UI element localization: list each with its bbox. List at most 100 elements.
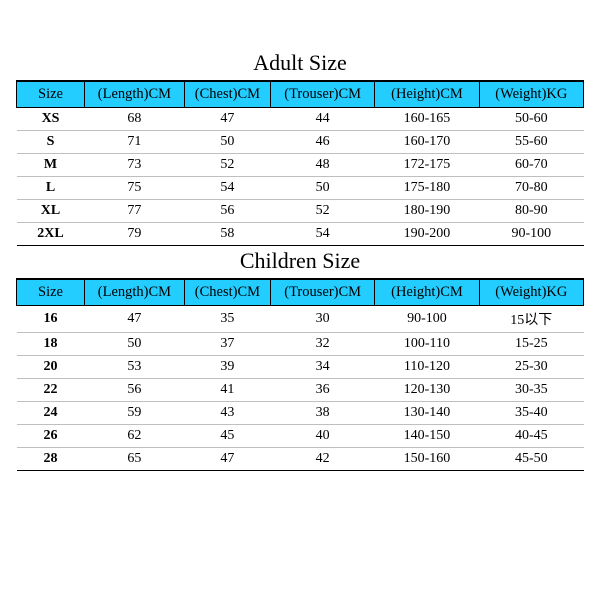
cell-value: 47 <box>184 448 270 471</box>
cell-size: 18 <box>17 333 85 356</box>
cell-value: 160-165 <box>375 108 479 131</box>
cell-value: 90-100 <box>479 223 583 246</box>
cell-value: 50 <box>184 131 270 154</box>
cell-value: 56 <box>85 379 185 402</box>
cell-value: 38 <box>270 402 374 425</box>
table-row: S715046160-17055-60 <box>17 131 584 154</box>
children-section-title: Children Size <box>16 246 584 279</box>
cell-value: 50-60 <box>479 108 583 131</box>
cell-value: 80-90 <box>479 200 583 223</box>
cell-value: 90-100 <box>375 306 479 333</box>
cell-value: 25-30 <box>479 356 583 379</box>
cell-value: 73 <box>85 154 185 177</box>
cell-value: 190-200 <box>375 223 479 246</box>
table-row: 26624540140-15040-45 <box>17 425 584 448</box>
cell-value: 150-160 <box>375 448 479 471</box>
cell-value: 35 <box>184 306 270 333</box>
col-header-weight: (Weight)KG <box>479 82 583 108</box>
col-header-size: Size <box>17 280 85 306</box>
cell-value: 52 <box>184 154 270 177</box>
cell-size: 16 <box>17 306 85 333</box>
table-header-row: Size (Length)CM (Chest)CM (Trouser)CM (H… <box>17 280 584 306</box>
cell-value: 43 <box>184 402 270 425</box>
cell-size: 20 <box>17 356 85 379</box>
cell-value: 130-140 <box>375 402 479 425</box>
cell-value: 65 <box>85 448 185 471</box>
cell-size: XL <box>17 200 85 223</box>
table-header-row: Size (Length)CM (Chest)CM (Trouser)CM (H… <box>17 82 584 108</box>
table-row: 24594338130-14035-40 <box>17 402 584 425</box>
cell-value: 180-190 <box>375 200 479 223</box>
cell-value: 39 <box>184 356 270 379</box>
cell-value: 52 <box>270 200 374 223</box>
cell-value: 60-70 <box>479 154 583 177</box>
cell-value: 160-170 <box>375 131 479 154</box>
col-header-size: Size <box>17 82 85 108</box>
cell-value: 175-180 <box>375 177 479 200</box>
table-row: XL775652180-19080-90 <box>17 200 584 223</box>
cell-value: 15-25 <box>479 333 583 356</box>
cell-value: 50 <box>270 177 374 200</box>
cell-value: 140-150 <box>375 425 479 448</box>
table-row: 20533934110-12025-30 <box>17 356 584 379</box>
table-row: 1647353090-10015以下 <box>17 306 584 333</box>
cell-value: 30 <box>270 306 374 333</box>
cell-value: 47 <box>85 306 185 333</box>
cell-value: 56 <box>184 200 270 223</box>
children-table-body: 1647353090-10015以下18503732100-11015-2520… <box>17 306 584 471</box>
adult-table-body: XS684744160-16550-60S715046160-17055-60M… <box>17 108 584 246</box>
children-size-table: Size (Length)CM (Chest)CM (Trouser)CM (H… <box>16 279 584 471</box>
cell-value: 77 <box>85 200 185 223</box>
table-row: 28654742150-16045-50 <box>17 448 584 471</box>
cell-value: 37 <box>184 333 270 356</box>
cell-value: 44 <box>270 108 374 131</box>
cell-value: 34 <box>270 356 374 379</box>
cell-value: 70-80 <box>479 177 583 200</box>
cell-value: 48 <box>270 154 374 177</box>
cell-value: 100-110 <box>375 333 479 356</box>
col-header-height: (Height)CM <box>375 82 479 108</box>
cell-value: 79 <box>85 223 185 246</box>
adult-section-title: Adult Size <box>16 48 584 81</box>
cell-value: 71 <box>85 131 185 154</box>
cell-value: 45 <box>184 425 270 448</box>
col-header-length: (Length)CM <box>85 82 185 108</box>
cell-value: 50 <box>85 333 185 356</box>
col-header-height: (Height)CM <box>375 280 479 306</box>
cell-size: 28 <box>17 448 85 471</box>
cell-size: 2XL <box>17 223 85 246</box>
cell-value: 54 <box>184 177 270 200</box>
cell-value: 42 <box>270 448 374 471</box>
cell-value: 59 <box>85 402 185 425</box>
col-header-chest: (Chest)CM <box>184 280 270 306</box>
cell-value: 30-35 <box>479 379 583 402</box>
cell-size: XS <box>17 108 85 131</box>
col-header-chest: (Chest)CM <box>184 82 270 108</box>
cell-value: 40-45 <box>479 425 583 448</box>
cell-size: 22 <box>17 379 85 402</box>
adult-size-table: Size (Length)CM (Chest)CM (Trouser)CM (H… <box>16 81 584 246</box>
table-row: M735248172-17560-70 <box>17 154 584 177</box>
cell-size: L <box>17 177 85 200</box>
size-chart-page: Adult Size Size (Length)CM (Chest)CM (Tr… <box>0 0 600 600</box>
table-row: 18503732100-11015-25 <box>17 333 584 356</box>
cell-size: S <box>17 131 85 154</box>
table-row: 22564136120-13030-35 <box>17 379 584 402</box>
cell-size: M <box>17 154 85 177</box>
cell-value: 172-175 <box>375 154 479 177</box>
cell-value: 62 <box>85 425 185 448</box>
table-row: XS684744160-16550-60 <box>17 108 584 131</box>
cell-value: 120-130 <box>375 379 479 402</box>
cell-value: 35-40 <box>479 402 583 425</box>
cell-value: 41 <box>184 379 270 402</box>
cell-size: 24 <box>17 402 85 425</box>
cell-size: 26 <box>17 425 85 448</box>
table-row: L755450175-18070-80 <box>17 177 584 200</box>
col-header-length: (Length)CM <box>85 280 185 306</box>
cell-value: 46 <box>270 131 374 154</box>
cell-value: 58 <box>184 223 270 246</box>
cell-value: 45-50 <box>479 448 583 471</box>
cell-value: 40 <box>270 425 374 448</box>
cell-value: 32 <box>270 333 374 356</box>
cell-value: 47 <box>184 108 270 131</box>
